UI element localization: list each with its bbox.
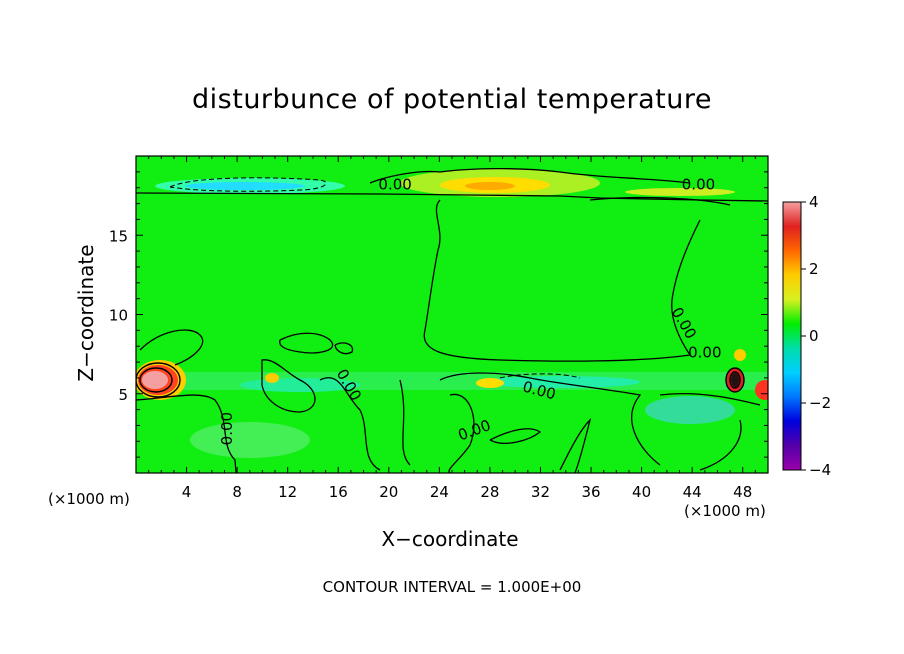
hot-spot-right-contour-1 bbox=[725, 367, 745, 393]
contour-closed-2 bbox=[334, 342, 354, 355]
dashed-contour-mid bbox=[499, 373, 581, 379]
y-tick-label: 10 bbox=[109, 307, 128, 325]
x-unit-label: (×1000 m) bbox=[684, 502, 766, 520]
x-tick-label: 20 bbox=[379, 483, 398, 501]
hot-spot-left-core bbox=[142, 371, 168, 389]
chart-title: disturbunce of potential temperature bbox=[192, 84, 712, 115]
cold-band-mid bbox=[136, 372, 768, 390]
contour-closed-1 bbox=[279, 332, 334, 354]
cold-anomaly-mid-2 bbox=[480, 376, 640, 388]
hot-spot-right-contour-2 bbox=[729, 371, 741, 389]
hot-spot-right-edge bbox=[755, 380, 768, 400]
contour-mid-right bbox=[439, 372, 661, 466]
contour-lines bbox=[136, 167, 768, 473]
x-tick-label: 32 bbox=[531, 483, 550, 501]
x-axis: 4 8 12 16 20 24 28 32 36 40 44 48 bbox=[148, 156, 756, 501]
warm-patch-right bbox=[734, 349, 746, 361]
warm-anomaly-top-peak bbox=[465, 182, 515, 190]
contour-label: 0.00 bbox=[378, 175, 411, 193]
contour-top-warm bbox=[369, 167, 691, 184]
heatmap-field bbox=[136, 156, 768, 473]
hot-spot-left-contour-2 bbox=[139, 367, 173, 393]
contour-left-lower bbox=[136, 394, 237, 473]
contour-left-upper bbox=[139, 329, 204, 366]
hot-spot-left-contour-1 bbox=[136, 362, 181, 398]
x-tick-label: 12 bbox=[278, 483, 297, 501]
y-axis: 5 10 15 bbox=[109, 171, 768, 458]
contour-top-right bbox=[589, 196, 731, 206]
z-unit-label: (×1000 m) bbox=[48, 490, 130, 508]
contour-mid-loop bbox=[448, 393, 475, 473]
contour-closed-3 bbox=[261, 359, 316, 413]
x-tick-label: 16 bbox=[329, 483, 348, 501]
contour-interval-note: CONTOUR INTERVAL = 1.000E+00 bbox=[322, 578, 582, 596]
colorbar-tick-label: 2 bbox=[809, 260, 819, 278]
y-tick-label: 5 bbox=[118, 386, 128, 404]
warm-patch-mid-left bbox=[265, 373, 279, 383]
contour-mid-left bbox=[319, 377, 381, 471]
x-tick-label: 24 bbox=[430, 483, 449, 501]
x-tick-label: 48 bbox=[733, 483, 752, 501]
x-tick-label: 40 bbox=[632, 483, 651, 501]
colorbar-tick-label: 4 bbox=[809, 193, 819, 211]
contour-mid-center bbox=[399, 379, 411, 466]
x-tick-label: 44 bbox=[683, 483, 702, 501]
contour-right-band bbox=[659, 392, 761, 406]
contour-label: 0.00 bbox=[218, 412, 236, 445]
colorbar-tick-label: 0 bbox=[809, 327, 819, 345]
hot-spot-right-core bbox=[731, 373, 739, 387]
x-tick-label: 4 bbox=[182, 483, 192, 501]
dashed-contour-top bbox=[169, 177, 327, 192]
colorbar-gradient bbox=[782, 201, 802, 471]
warm-streak-top-right bbox=[625, 188, 735, 196]
x-tick-label: 36 bbox=[581, 483, 600, 501]
cold-anomaly-top-core bbox=[185, 182, 305, 190]
y-tick-label: 15 bbox=[109, 227, 128, 245]
cold-anomaly-low bbox=[190, 422, 310, 458]
x-tick-label: 28 bbox=[480, 483, 499, 501]
contour-closed-4 bbox=[489, 428, 542, 444]
warm-patch-mid bbox=[476, 378, 504, 388]
contour-central-block bbox=[423, 199, 701, 362]
cold-anomaly-right bbox=[645, 396, 735, 424]
contour-right-lower bbox=[699, 419, 742, 471]
colorbar-tick-label: −4 bbox=[809, 461, 831, 479]
contour-label: 0.00 bbox=[688, 343, 721, 361]
colorbar: 4 2 0 −2 −4 bbox=[782, 193, 831, 479]
colorbar-tick-label: −2 bbox=[809, 394, 831, 412]
negative-contours bbox=[169, 177, 581, 379]
contour-closed-5 bbox=[559, 417, 592, 473]
x-axis-label: X−coordinate bbox=[381, 527, 519, 551]
x-tick-label: 8 bbox=[232, 483, 242, 501]
contour-label: 0.00 bbox=[682, 175, 715, 193]
hot-spot-contours bbox=[136, 362, 745, 398]
